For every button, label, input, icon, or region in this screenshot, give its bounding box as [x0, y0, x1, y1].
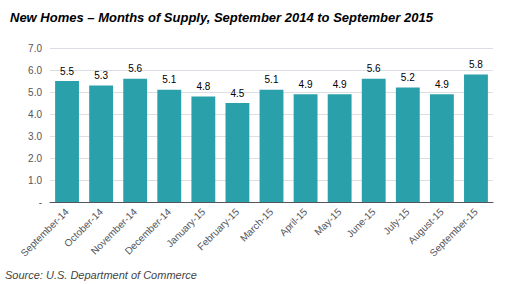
- svg-text:-: -: [39, 197, 42, 208]
- svg-text:September-15: September-15: [427, 206, 480, 259]
- svg-text:1.0: 1.0: [28, 175, 42, 186]
- svg-text:October-14: October-14: [61, 206, 105, 250]
- svg-text:5.2: 5.2: [401, 72, 415, 83]
- svg-text:November-14: November-14: [88, 206, 140, 257]
- svg-text:5.1: 5.1: [162, 74, 176, 85]
- svg-text:September-14: September-14: [18, 206, 71, 259]
- svg-text:5.6: 5.6: [367, 63, 381, 74]
- svg-text:August-15: August-15: [405, 206, 446, 247]
- svg-text:5.5: 5.5: [60, 66, 74, 77]
- svg-text:4.9: 4.9: [299, 79, 313, 90]
- svg-text:4.8: 4.8: [196, 81, 210, 92]
- svg-text:April-15: April-15: [277, 206, 309, 238]
- svg-text:July-15: July-15: [381, 206, 412, 237]
- svg-text:5.0: 5.0: [28, 87, 42, 98]
- svg-text:3.0: 3.0: [28, 131, 42, 142]
- svg-text:7.0: 7.0: [28, 43, 42, 54]
- svg-text:May-15: May-15: [312, 206, 344, 238]
- svg-text:4.9: 4.9: [435, 79, 449, 90]
- svg-text:March-15: March-15: [238, 206, 276, 244]
- svg-text:New Homes – Months of Supply,: New Homes – Months of Supply, September …: [10, 10, 434, 25]
- svg-text:5.3: 5.3: [94, 70, 108, 81]
- svg-text:2.0: 2.0: [28, 153, 42, 164]
- svg-text:February-15: February-15: [195, 206, 242, 253]
- svg-text:January-15: January-15: [164, 206, 208, 250]
- svg-text:6.0: 6.0: [28, 65, 42, 76]
- svg-text:June-15: June-15: [344, 206, 378, 240]
- svg-text:Source: U.S. Department of Com: Source: U.S. Department of Commerce: [5, 269, 197, 281]
- svg-text:5.8: 5.8: [469, 59, 483, 70]
- svg-text:4.5: 4.5: [230, 88, 244, 99]
- svg-text:5.1: 5.1: [265, 74, 279, 85]
- svg-text:4.9: 4.9: [333, 79, 347, 90]
- svg-text:5.6: 5.6: [128, 63, 142, 74]
- svg-text:4.0: 4.0: [28, 109, 42, 120]
- svg-text:December-14: December-14: [123, 206, 174, 257]
